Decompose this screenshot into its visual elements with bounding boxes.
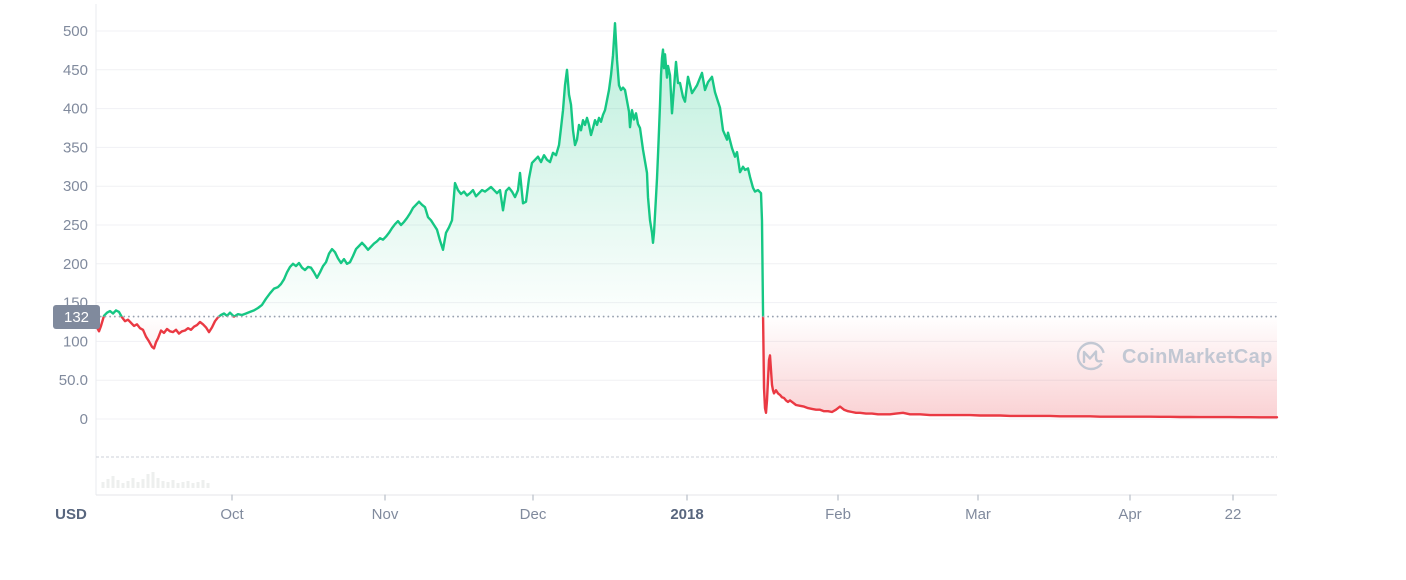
volume-bar (171, 480, 175, 488)
volume-bar (121, 483, 125, 488)
y-axis-tick-label: 50.0 (59, 372, 88, 389)
x-axis-tick-label: Apr (1118, 506, 1141, 523)
y-axis-tick-label: 100 (63, 333, 88, 350)
volume-bar (186, 481, 190, 488)
volume-bar (151, 472, 155, 488)
y-axis-tick-label: 300 (63, 178, 88, 195)
volume-bar (176, 483, 180, 488)
y-axis-tick-label: 0 (80, 411, 88, 428)
x-axis-tick-label: Oct (220, 506, 244, 523)
currency-label: USD (55, 506, 87, 523)
area-fill-below-baseline (95, 316, 1277, 418)
volume-bar (201, 480, 205, 488)
volume-bar (141, 479, 145, 488)
y-axis-tick-label: 250 (63, 217, 88, 234)
volume-bar (161, 481, 165, 488)
y-axis-tick-label: 200 (63, 256, 88, 273)
x-axis-tick-label: 2018 (670, 506, 703, 523)
volume-bar (116, 480, 120, 488)
area-fill-above-baseline (103, 23, 764, 317)
y-axis-tick-label: 350 (63, 139, 88, 156)
coinmarketcap-logo-icon (1076, 341, 1106, 371)
x-axis-tick-label: Dec (520, 506, 547, 523)
x-axis-tick-label: Nov (372, 506, 399, 523)
volume-bar (206, 483, 210, 488)
baseline-badge-value: 132 (64, 309, 89, 326)
volume-bar (131, 478, 135, 488)
x-axis-tick-label: Mar (965, 506, 991, 523)
volume-bar (146, 474, 150, 488)
y-axis-tick-label: 450 (63, 62, 88, 79)
volume-bar (101, 482, 105, 488)
volume-bar (196, 482, 200, 488)
volume-bar (111, 476, 115, 488)
volume-bar (126, 481, 130, 488)
y-axis-tick-label: 400 (63, 101, 88, 118)
volume-bar (106, 479, 110, 488)
y-axis-tick-label: 500 (63, 23, 88, 40)
chart-overlay: 132 USD CoinMarketCap (53, 305, 1273, 523)
volume-bar (191, 483, 195, 488)
volume-bar (156, 478, 160, 488)
watermark: CoinMarketCap (1076, 341, 1273, 371)
baseline-price-badge: 132 (53, 305, 100, 329)
volume-bar (166, 482, 170, 488)
volume-bar (136, 482, 140, 488)
watermark-text: CoinMarketCap (1122, 346, 1273, 368)
volume-bar (181, 482, 185, 488)
price-line-down (93, 316, 1279, 419)
x-axis-tick-label: 22 (1225, 506, 1242, 523)
price-line-up (102, 22, 765, 317)
x-axis-tick-label: Feb (825, 506, 851, 523)
baseline-badge-background (53, 305, 100, 329)
